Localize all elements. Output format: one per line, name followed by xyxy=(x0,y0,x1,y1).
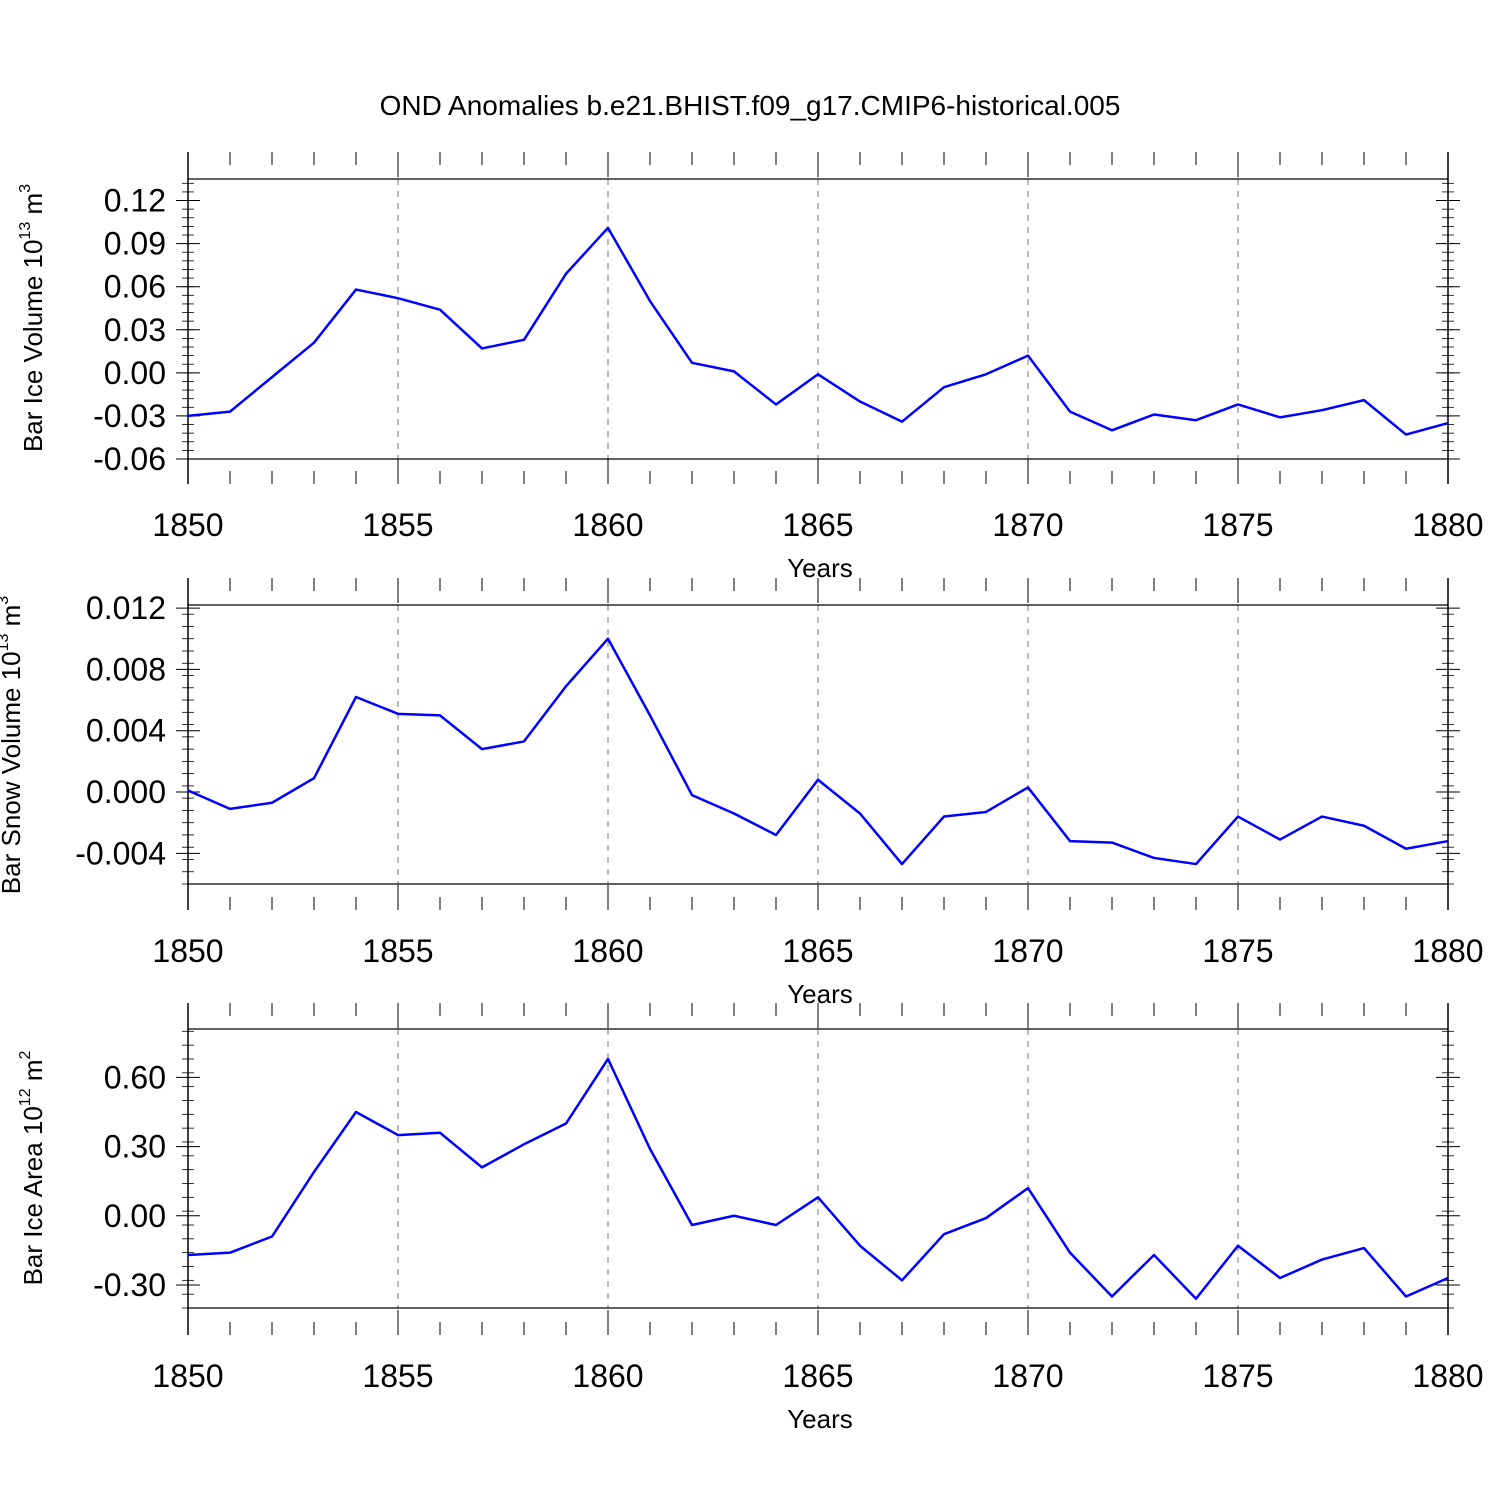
y-axis-label-text: Bar Ice Area 10 xyxy=(18,1106,48,1285)
y-tick-label: -0.03 xyxy=(93,398,166,434)
x-tick-label: 1865 xyxy=(782,1358,853,1394)
x-axis-label: Years xyxy=(787,979,853,1009)
x-tick-label: 1870 xyxy=(992,507,1063,543)
x-tick-label: 1880 xyxy=(1412,933,1483,969)
y-axis-label-text: Bar Ice Volume 10 xyxy=(18,240,48,452)
y-axis-label-unit: m xyxy=(0,605,26,634)
y-tick-label: 0.00 xyxy=(104,355,166,391)
y-tick-label: 0.09 xyxy=(104,226,166,262)
x-axis-label: Years xyxy=(787,1404,853,1434)
y-tick-label: 0.12 xyxy=(104,183,166,219)
x-tick-label: 1855 xyxy=(362,1358,433,1394)
y-tick-label: 0.008 xyxy=(86,651,166,687)
panels: 0.12 0.09 0.06 0.03 0.00 -0.03 -0.06 1850 1855 18… xyxy=(0,152,1484,1434)
y-axis-label-unit-exponent: 3 xyxy=(17,184,34,193)
y-tick-label: -0.004 xyxy=(75,835,166,871)
y-tick-label: -0.30 xyxy=(93,1267,166,1303)
x-tick-label: 1875 xyxy=(1202,1358,1273,1394)
y-axis-label-unit-exponent: 3 xyxy=(0,596,12,605)
x-tick-label: 1855 xyxy=(362,507,433,543)
x-tick-label: 1850 xyxy=(152,1358,223,1394)
x-tick-label: 1870 xyxy=(992,933,1063,969)
y-tick-label: 0.06 xyxy=(104,269,166,305)
y-axis-label-text: Bar Snow Volume 10 xyxy=(0,651,26,894)
panel-ice-volume: 0.12 0.09 0.06 0.03 0.00 -0.03 -0.06 1850 1855 18… xyxy=(17,152,1484,583)
x-tick-label: 1875 xyxy=(1202,507,1273,543)
y-tick-label: 0.012 xyxy=(86,590,166,626)
y-axis-label: Bar Ice Volume 1013 m3 xyxy=(17,184,48,452)
x-tick-label: 1860 xyxy=(572,507,643,543)
x-tick-label: 1880 xyxy=(1412,1358,1483,1394)
y-tick-label: -0.06 xyxy=(93,441,166,477)
x-tick-label: 1880 xyxy=(1412,507,1483,543)
y-axis-label-unit: m xyxy=(18,193,48,222)
y-tick-label: 0.30 xyxy=(104,1129,166,1165)
chart-title: OND Anomalies b.e21.BHIST.f09_g17.CMIP6-… xyxy=(380,90,1121,121)
y-axis-label-exponent: 13 xyxy=(17,222,34,240)
y-tick-label: 0.60 xyxy=(104,1059,166,1095)
x-tick-label: 1850 xyxy=(152,933,223,969)
x-axis-label: Years xyxy=(787,553,853,583)
y-axis-label: Bar Snow Volume 1013 m3 xyxy=(0,596,26,895)
y-axis-label-exponent: 13 xyxy=(0,633,12,651)
panel-snow-volume: 0.012 0.008 0.004 0.000 -0.004 1850 1855 1860 18… xyxy=(0,578,1484,1009)
x-tick-label: 1860 xyxy=(572,1358,643,1394)
y-axis-label-unit-exponent: 2 xyxy=(17,1050,34,1059)
y-axis-label-unit: m xyxy=(18,1059,48,1088)
y-tick-label: 0.03 xyxy=(104,312,166,348)
series-line xyxy=(187,226,1449,436)
x-tick-label: 1870 xyxy=(992,1358,1063,1394)
x-tick-label: 1865 xyxy=(782,933,853,969)
x-tick-label: 1875 xyxy=(1202,933,1273,969)
y-tick-label: 0.004 xyxy=(86,713,166,749)
panel-ice-area: 0.60 0.30 0.00 -0.30 1850 1855 1860 1865 1870 187… xyxy=(17,1003,1484,1434)
x-tick-label: 1855 xyxy=(362,933,433,969)
x-tick-label: 1860 xyxy=(572,933,643,969)
y-axis-label: Bar Ice Area 1012 m2 xyxy=(17,1050,48,1285)
x-tick-label: 1865 xyxy=(782,507,853,543)
y-axis-label-exponent: 12 xyxy=(17,1088,34,1106)
y-tick-label: 0.000 xyxy=(86,774,166,810)
y-tick-label: 0.00 xyxy=(104,1198,166,1234)
x-tick-label: 1850 xyxy=(152,507,223,543)
